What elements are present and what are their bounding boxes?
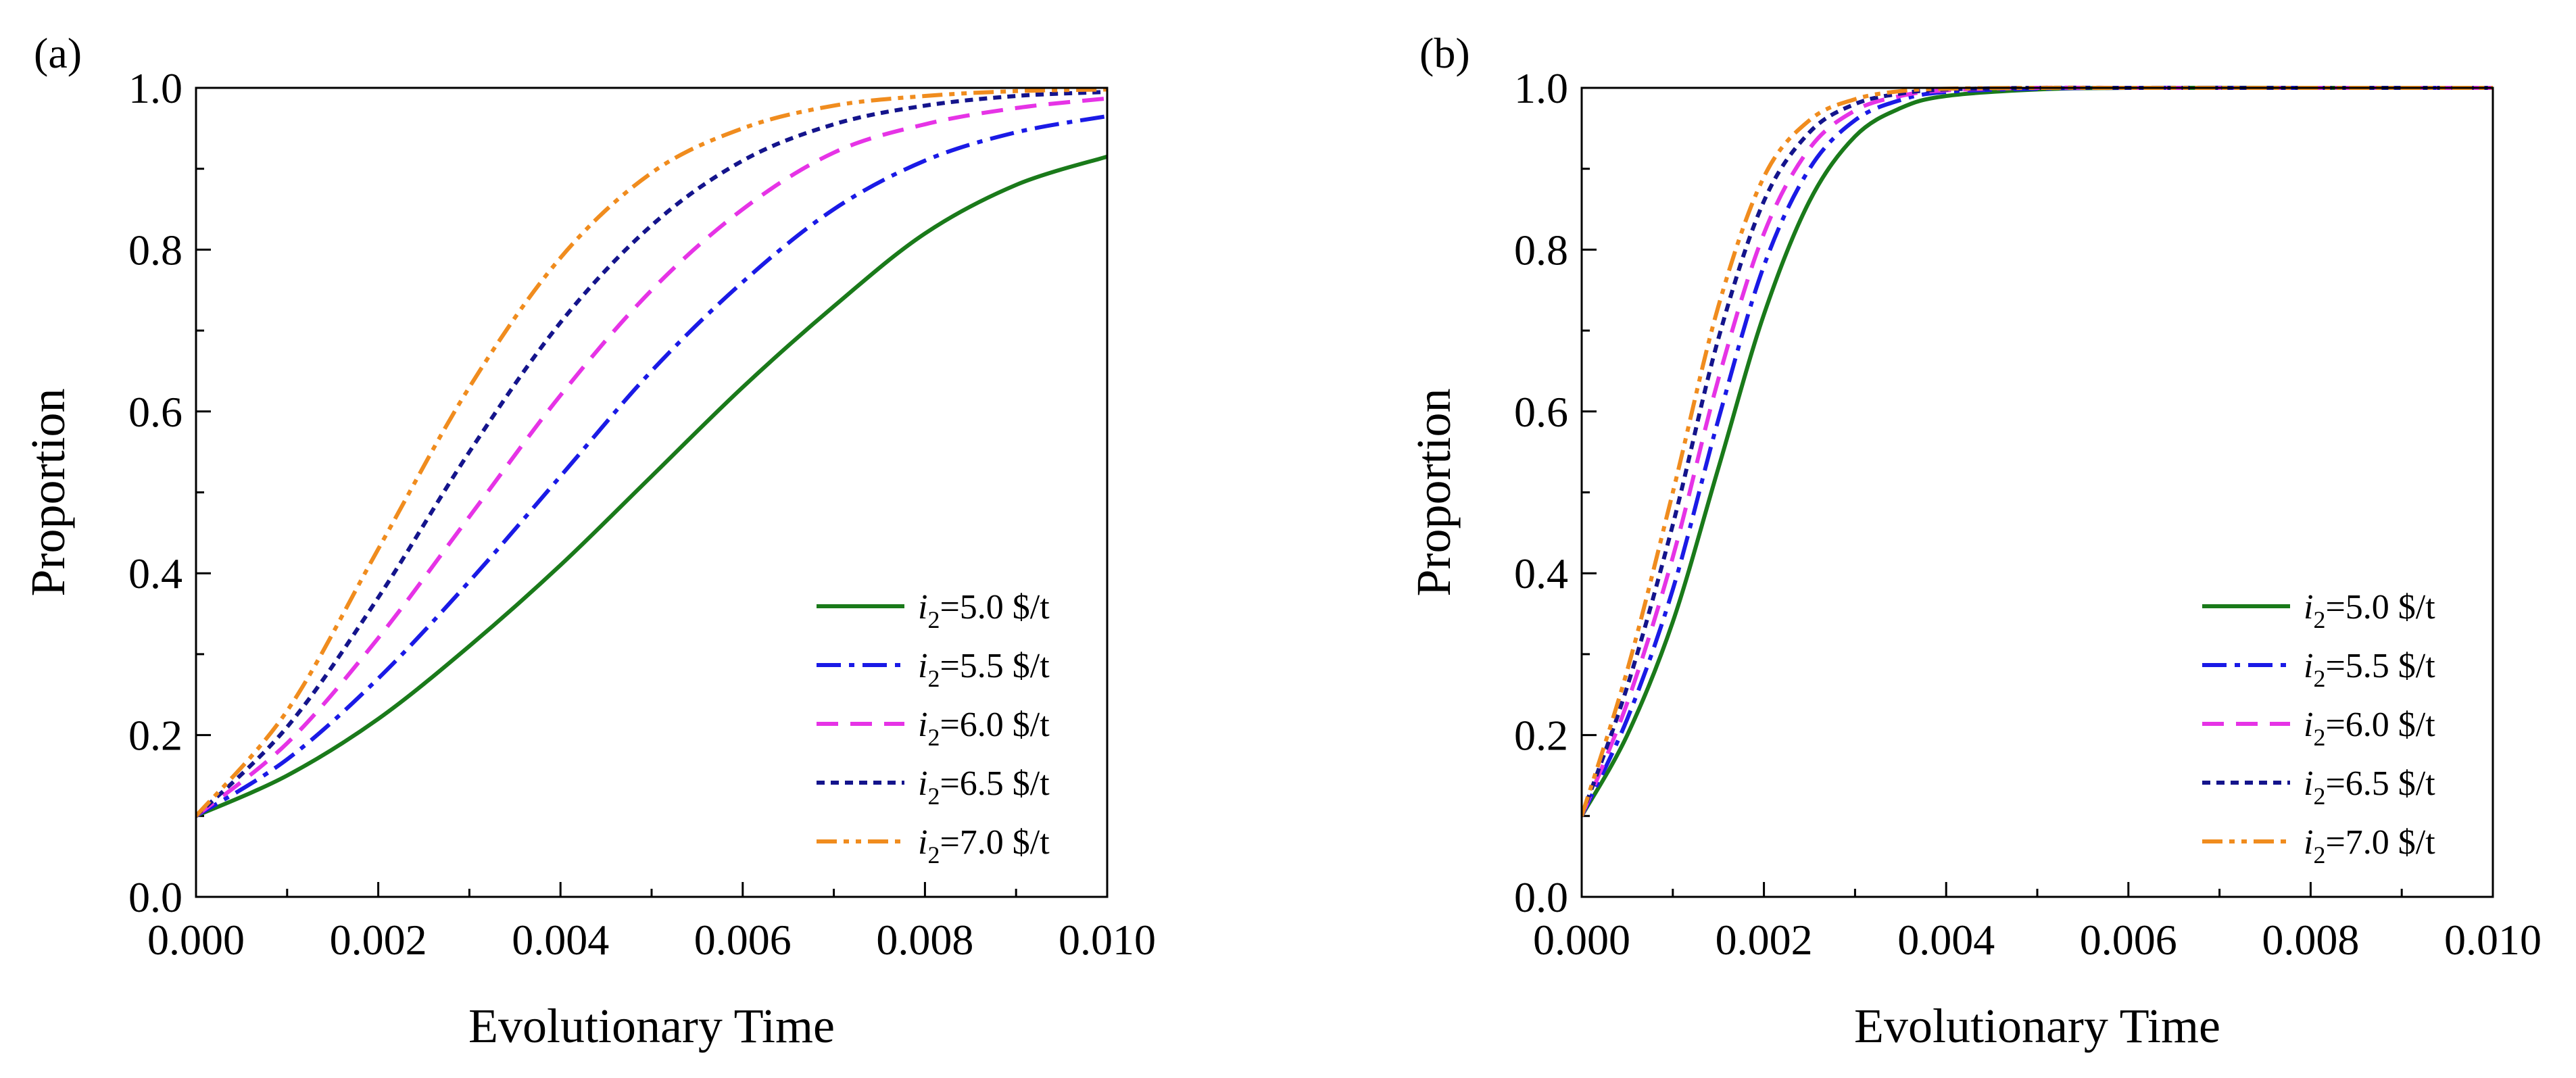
y-tick-label: 0.4 bbox=[1514, 549, 1568, 597]
series-line-5-5 bbox=[1582, 85, 2493, 817]
series-line-6-0 bbox=[1582, 85, 2493, 817]
x-tick-label: 0.000 bbox=[147, 916, 245, 964]
legend-item: i2=6.5 $/t bbox=[2202, 764, 2435, 810]
y-tick-label: 0.2 bbox=[128, 712, 183, 760]
y-tick-label: 0.0 bbox=[128, 873, 183, 921]
plot-frame bbox=[1580, 87, 2494, 898]
legend-label: i2=5.0 $/t bbox=[918, 588, 1050, 633]
y-tick-label: 1.0 bbox=[128, 64, 183, 112]
x-tick-label: 0.000 bbox=[1533, 916, 1630, 964]
y-tick-label: 0.4 bbox=[128, 549, 183, 597]
y-tick-label: 0.6 bbox=[128, 388, 183, 436]
x-tick-label: 0.010 bbox=[1059, 916, 1156, 964]
legend-label: i2=6.0 $/t bbox=[918, 706, 1050, 751]
legend-item: i2=5.0 $/t bbox=[817, 588, 1050, 633]
x-tick-label: 0.008 bbox=[876, 916, 973, 964]
legend-label: i2=6.0 $/t bbox=[2304, 706, 2435, 751]
legend-label: i2=7.0 $/t bbox=[918, 823, 1050, 868]
legend-item: i2=6.5 $/t bbox=[817, 764, 1050, 810]
series-line-6-5 bbox=[196, 90, 1107, 818]
legend-item: i2=7.0 $/t bbox=[2202, 823, 2435, 868]
legend-label: i2=5.5 $/t bbox=[918, 647, 1050, 692]
legend-item: i2=5.5 $/t bbox=[817, 647, 1050, 692]
panel-b: (b) 0.000 0.002 0.004 0.006 0.008 0.010 0.0 0.2 0… bbox=[1407, 29, 2542, 1053]
y-tick-label: 0.0 bbox=[1514, 873, 1568, 921]
legend-item: i2=7.0 $/t bbox=[817, 823, 1050, 868]
y-tick-label: 0.8 bbox=[128, 226, 183, 274]
panel-label: (b) bbox=[1419, 29, 1470, 77]
x-tick-label: 0.002 bbox=[330, 916, 427, 964]
x-tick-label: 0.002 bbox=[1716, 916, 1813, 964]
y-axis-title: Proportion bbox=[21, 388, 75, 596]
legend-label: i2=6.5 $/t bbox=[918, 764, 1050, 810]
legend-item: i2=6.0 $/t bbox=[2202, 706, 2435, 751]
y-tick-label: 0.6 bbox=[1514, 388, 1568, 436]
legend-item: i2=6.0 $/t bbox=[817, 706, 1050, 751]
y-axis-title: Proportion bbox=[1407, 388, 1461, 596]
series-line-6-0 bbox=[196, 96, 1107, 818]
legend-label: i2=5.5 $/t bbox=[2304, 647, 2435, 692]
x-tick-label: 0.008 bbox=[2262, 916, 2359, 964]
y-tick-label: 0.2 bbox=[1514, 712, 1568, 760]
x-tick-label: 0.006 bbox=[2080, 916, 2177, 964]
y-tick-label: 0.8 bbox=[1514, 226, 1568, 274]
x-tick-label: 0.004 bbox=[1897, 916, 1995, 964]
legend-label: i2=6.5 $/t bbox=[2304, 764, 2435, 810]
plot-frame bbox=[195, 87, 1109, 898]
legend-label: i2=7.0 $/t bbox=[2304, 823, 2435, 868]
panel-label: (a) bbox=[34, 29, 82, 77]
x-tick-label: 0.006 bbox=[694, 916, 792, 964]
x-tick-label: 0.010 bbox=[2444, 916, 2542, 964]
panel-a: (a) 0.000 0.002 0.004 0.006 0.008 0.010 0.0 0.2 0… bbox=[21, 29, 1156, 1053]
legend-item: i2=5.5 $/t bbox=[2202, 647, 2435, 692]
x-tick-label: 0.004 bbox=[512, 916, 609, 964]
series-line-7-0 bbox=[196, 87, 1107, 818]
series-line-5-0 bbox=[196, 154, 1107, 818]
legend-label: i2=5.0 $/t bbox=[2304, 588, 2435, 633]
legend-item: i2=5.0 $/t bbox=[2202, 588, 2435, 633]
x-axis-title: Evolutionary Time bbox=[1854, 999, 2220, 1053]
y-tick-label: 1.0 bbox=[1514, 64, 1568, 112]
x-axis-title: Evolutionary Time bbox=[468, 999, 835, 1053]
series-line-5-5 bbox=[196, 114, 1107, 818]
